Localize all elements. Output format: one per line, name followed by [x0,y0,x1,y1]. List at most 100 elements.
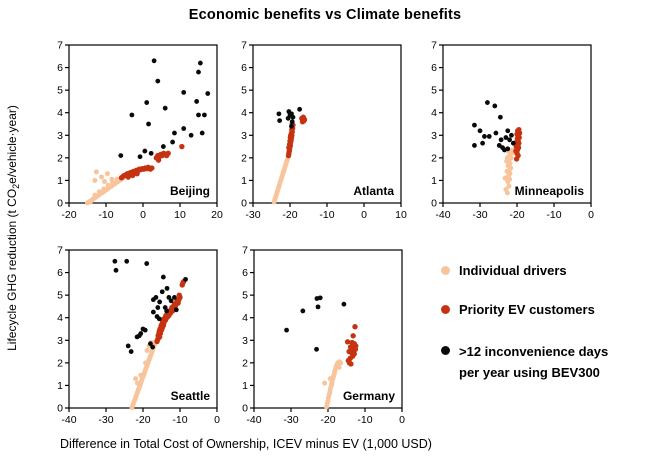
y-tick-label: 7 [241,40,247,52]
x-tick-label: 10 [395,209,407,221]
data-point [142,148,148,154]
data-point [157,299,163,305]
y-tick-label: 7 [57,40,63,52]
data-point [104,171,110,177]
data-point [285,115,291,121]
subplot-title: Germany [343,389,395,403]
data-point [87,199,93,205]
data-point [300,308,306,314]
data-point [497,114,503,120]
y-tick-label: 1 [431,175,437,187]
legend-item-priority-ev-customers: Priority EV customers [441,302,595,317]
data-point [101,186,107,192]
x-tick-label: -10 [319,209,334,221]
data-point [151,58,157,64]
data-point [510,140,516,146]
y-tick-label: 4 [431,107,437,119]
data-point [505,146,511,152]
data-point [322,380,328,386]
data-point [148,341,153,347]
data-point [112,258,118,264]
data-point [472,143,477,148]
y-tick-label: 2 [57,357,63,369]
data-point [352,324,358,330]
y-tick-label: 6 [57,62,63,74]
data-point [477,128,483,134]
data-point [143,360,149,366]
x-tick-label: -20 [135,414,150,426]
data-point [504,190,510,196]
data-point [172,295,177,300]
y-tick-label: 5 [242,290,248,302]
x-tick-label: 0 [140,209,146,221]
priority-ev-marker-icon [441,305,450,314]
data-point [156,316,162,322]
data-point [165,150,171,157]
x-tick-label: -40 [435,209,450,221]
x-tick-label: -30 [245,209,260,221]
data-point [317,295,323,301]
data-point [105,182,111,188]
data-point [166,295,172,300]
subplot-beijing: -20 -10 0 10 20 0 1 2 3 4 5 6 7 Beijing [57,40,223,222]
x-tick-label: -20 [61,209,76,221]
subplot-title: Beijing [170,184,210,198]
data-point [164,308,170,314]
data-point [109,176,115,182]
subplot-seattle: -40 -30 -20 -10 0 0 1 2 3 4 5 6 7 Seattle [57,245,220,427]
data-point [507,137,512,143]
data-point [181,90,187,95]
x-tick-label: -30 [283,414,298,426]
x-tick-label: 20 [211,209,223,221]
y-tick-label: 0 [57,403,63,415]
data-point [144,347,150,353]
data-point [133,376,139,382]
x-tick-label: 0 [361,209,367,221]
y-tick-label: 4 [57,312,63,324]
data-point [160,144,166,149]
data-point [160,274,166,280]
data-point [134,380,140,386]
x-tick-label: -20 [509,209,524,221]
x-tick-label: 10 [174,209,186,221]
individual-drivers-marker-icon [441,266,450,275]
data-point [142,327,148,333]
y-tick-label: 3 [242,335,248,347]
data-point [289,123,294,129]
data-point [196,112,201,118]
data-point [179,143,185,150]
data-point [327,376,333,382]
y-tick-label: 6 [57,267,63,279]
data-point [505,128,511,134]
data-point [150,344,156,350]
data-point [113,267,119,273]
data-point [199,130,205,136]
data-point [472,122,477,128]
legend-item-bev300-inconvenience: >12 inconvenience days per year using BE… [441,341,608,383]
legend-label-bev300-line2: per year using BEV300 [459,365,600,380]
y-tick-label: 0 [241,198,247,210]
data-point [482,134,487,139]
data-point [505,179,511,185]
x-tick-label: -10 [98,209,113,221]
data-point [155,78,161,84]
y-tick-label: 6 [242,267,248,279]
subplot-title: Minneapolis [515,184,585,198]
y-tick-label: 7 [57,245,63,257]
data-point [498,137,504,143]
data-point [159,289,165,295]
y-tick-label: 2 [241,152,247,164]
y-axis-label-subscript: 2 [11,183,22,189]
data-point [173,307,179,313]
data-point [129,112,135,118]
y-tick-label: 3 [57,335,63,347]
data-point [297,106,303,112]
x-tick-label: -40 [61,414,76,426]
subplot-title: Atlanta [353,184,394,198]
data-point [513,156,520,162]
x-tick-label: -10 [172,414,187,426]
figure-title: Economic benefits vs Climate benefits [188,7,462,23]
data-point [149,165,155,171]
x-tick-label: -10 [357,414,372,426]
legend-label-priority-ev-customers: Priority EV customers [459,302,595,317]
